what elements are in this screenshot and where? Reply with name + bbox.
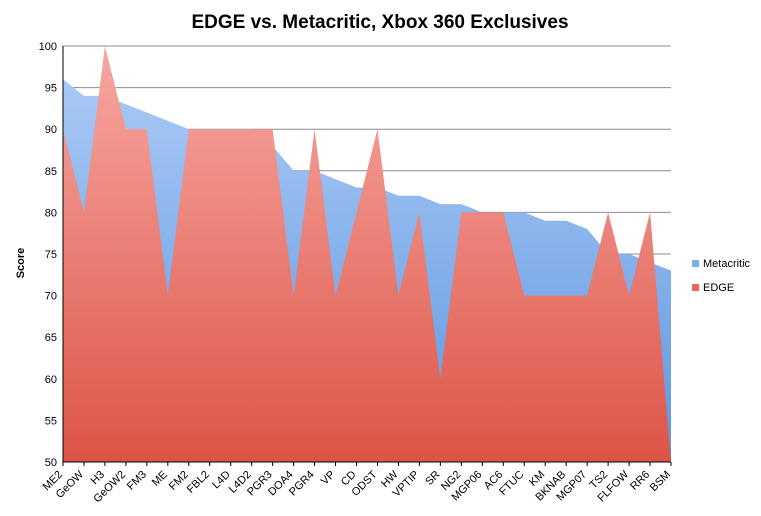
legend: Metacritic EDGE bbox=[692, 258, 751, 294]
legend-label-edge: EDGE bbox=[703, 282, 734, 294]
axes bbox=[62, 46, 671, 463]
x-tick-label: VP bbox=[319, 469, 338, 488]
y-tick-label: 65 bbox=[45, 332, 57, 344]
y-tick-label: 50 bbox=[45, 457, 57, 469]
y-tick-label: 70 bbox=[45, 291, 57, 303]
y-tick-label: 95 bbox=[45, 83, 57, 95]
x-tick-label: BSM bbox=[648, 469, 673, 494]
x-tick-label: FTUC bbox=[497, 469, 526, 498]
legend-label-metacritic: Metacritic bbox=[703, 258, 751, 270]
y-tick-label: 90 bbox=[45, 124, 57, 136]
legend-swatch-metacritic bbox=[692, 260, 699, 267]
plot-areas bbox=[63, 46, 671, 462]
area-edge bbox=[63, 46, 671, 462]
y-tick-label: 55 bbox=[45, 415, 57, 427]
x-tick-label: FM3 bbox=[125, 469, 149, 493]
y-axis-label: Score bbox=[15, 248, 27, 279]
y-tick-label: 80 bbox=[45, 207, 57, 219]
x-tick-label: FBL2 bbox=[185, 469, 212, 496]
x-tick-label: RR6 bbox=[628, 469, 652, 493]
chart-title: EDGE vs. Metacritic, Xbox 360 Exclusives bbox=[191, 12, 568, 33]
legend-swatch-edge bbox=[692, 284, 699, 291]
y-tick-label: 75 bbox=[45, 249, 57, 261]
y-tick-labels: 50 55 60 65 70 75 80 85 90 95 100 bbox=[39, 41, 57, 469]
x-tick-label: ME bbox=[150, 469, 170, 489]
y-tick-label: 85 bbox=[45, 166, 57, 178]
y-tick-label: 60 bbox=[45, 374, 57, 386]
y-tick-label: 100 bbox=[39, 41, 57, 53]
